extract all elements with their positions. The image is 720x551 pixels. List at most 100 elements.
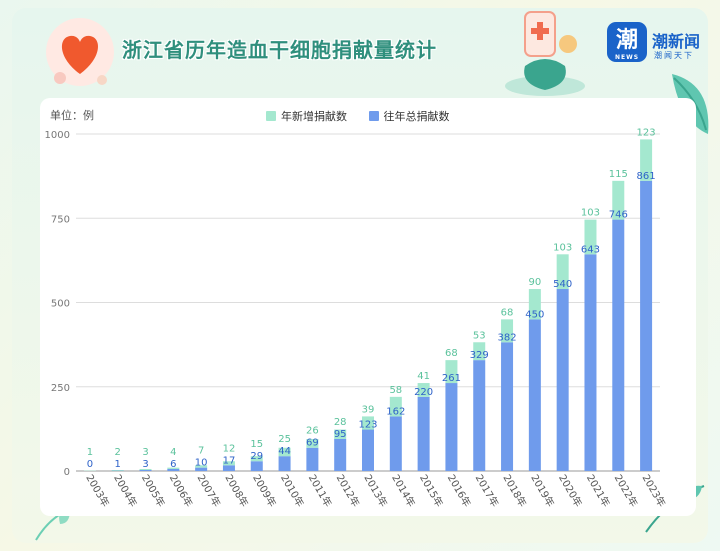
bar-new <box>111 469 124 471</box>
blood-bag-illustration <box>505 11 585 96</box>
legend-label-new: 年新增捐献数 <box>281 110 347 123</box>
bar-total <box>556 289 569 471</box>
data-label-new: 1 <box>87 447 93 458</box>
data-label-new: 26 <box>306 426 319 437</box>
data-label-new: 123 <box>637 127 656 138</box>
data-label-new: 25 <box>278 434 291 445</box>
legend-swatch-total <box>368 111 379 121</box>
chart-legend: 年新增捐献数 往年总捐献数 <box>266 108 468 124</box>
data-label-total: 10 <box>195 458 208 469</box>
x-tick-label: 2009年 <box>250 472 279 509</box>
x-tick-label: 2021年 <box>584 472 613 509</box>
data-label-new: 39 <box>362 404 375 415</box>
data-label-total: 123 <box>358 420 377 431</box>
bar-total <box>612 219 625 471</box>
x-tick-label: 2022年 <box>612 472 641 509</box>
y-tick-label: 1000 <box>45 130 70 141</box>
x-tick-label: 2008年 <box>222 472 251 509</box>
bar-total <box>640 180 653 471</box>
bar-total <box>334 438 347 471</box>
data-label-new: 103 <box>581 208 600 219</box>
data-label-new: 90 <box>528 277 541 288</box>
data-label-total: 29 <box>250 451 263 462</box>
bar-new <box>556 254 569 290</box>
bar-new <box>139 468 152 470</box>
data-label-new: 68 <box>445 348 458 359</box>
x-tick-label: 2013年 <box>361 472 390 509</box>
x-tick-label: 2023年 <box>639 472 668 509</box>
bar-total <box>250 461 263 471</box>
brand-mark-icon: 潮 NEWS <box>607 22 647 62</box>
x-tick-label: 2015年 <box>417 472 446 509</box>
bar-total <box>501 342 514 471</box>
data-label-total: 861 <box>637 171 656 182</box>
x-tick-label: 2003年 <box>83 472 112 509</box>
data-label-total: 450 <box>525 309 544 320</box>
x-tick-label: 2017年 <box>473 472 502 509</box>
y-tick-label: 750 <box>51 214 70 225</box>
data-label-new: 12 <box>223 443 236 454</box>
data-label-new: 58 <box>389 385 402 396</box>
unit-label: 单位：例 <box>50 109 94 122</box>
bar-total <box>222 465 235 471</box>
x-tick-label: 2014年 <box>389 472 418 509</box>
data-label-total: 95 <box>334 429 347 440</box>
heart-illustration <box>46 18 114 86</box>
bar-new <box>445 360 458 384</box>
bar-new <box>334 429 347 439</box>
data-label-new: 103 <box>553 242 572 253</box>
legend-item-total: 往年总捐献数 <box>368 108 450 124</box>
x-tick-label: 2020年 <box>556 472 585 509</box>
x-tick-label: 2006年 <box>167 472 196 509</box>
data-label-new: 115 <box>609 169 628 180</box>
x-tick-label: 2007年 <box>195 472 224 509</box>
x-tick-label: 2012年 <box>334 472 363 509</box>
data-label-total: 3 <box>142 459 148 470</box>
bar-new <box>640 139 653 181</box>
legend-swatch-new <box>266 111 276 121</box>
bar-new <box>167 467 180 469</box>
data-label-total: 261 <box>442 373 461 384</box>
bar-new <box>278 447 291 457</box>
data-label-total: 643 <box>581 244 600 255</box>
data-label-total: 746 <box>609 210 628 221</box>
bar-total <box>167 468 180 471</box>
bar-new <box>584 219 597 255</box>
x-tick-label: 2011年 <box>306 472 335 509</box>
x-tick-label: 2019年 <box>528 472 557 509</box>
legend-label-total: 往年总捐献数 <box>383 110 450 123</box>
data-label-total: 6 <box>170 459 176 470</box>
bar-total <box>389 416 402 471</box>
x-tick-label: 2010年 <box>278 472 307 509</box>
brand-mark: 潮 <box>615 28 638 53</box>
brand-tagline: 潮闻天下 <box>654 51 694 60</box>
data-label-total: 0 <box>87 459 93 470</box>
legend-item-new: 年新增捐献数 <box>266 108 347 124</box>
data-label-total: 382 <box>498 332 517 343</box>
bar-total <box>473 360 486 471</box>
data-label-total: 44 <box>278 446 291 457</box>
data-label-total: 220 <box>414 387 433 398</box>
bar-new <box>389 396 402 417</box>
bar-new <box>222 461 235 466</box>
brand-name: 潮新闻 <box>652 32 701 51</box>
data-label-total: 17 <box>223 455 236 466</box>
bar-new <box>473 342 486 361</box>
x-tick-label: 2004年 <box>111 472 140 509</box>
data-label-new: 68 <box>501 307 514 318</box>
y-tick-label: 0 <box>64 467 70 478</box>
data-label-total: 1 <box>115 459 121 470</box>
bar-total <box>362 429 374 471</box>
data-label-new: 7 <box>198 446 204 457</box>
bar-total <box>445 383 458 471</box>
y-tick-label: 500 <box>51 299 70 310</box>
bar-total <box>139 469 152 471</box>
bar-total <box>584 254 597 471</box>
data-label-new: 41 <box>417 371 430 382</box>
x-tick-label: 2018年 <box>500 472 529 509</box>
bar-new <box>362 416 374 430</box>
page-title: 浙江省历年造血干细胞捐献量统计 <box>122 38 437 62</box>
bar-new <box>528 289 541 320</box>
bar-new <box>501 319 514 343</box>
